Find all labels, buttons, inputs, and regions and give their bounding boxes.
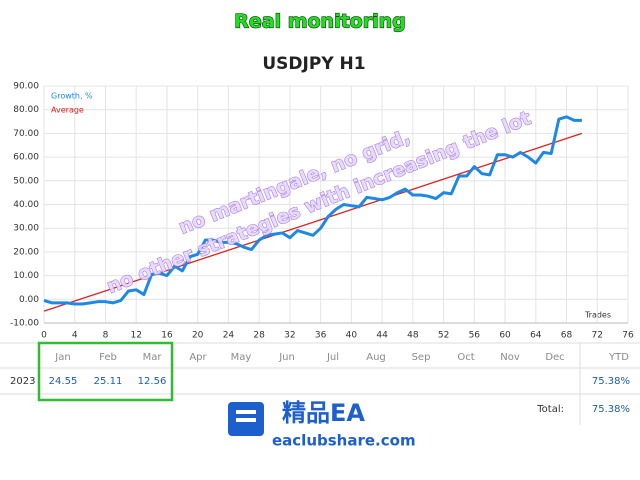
x-tick-label: 0 xyxy=(41,331,47,341)
x-tick-label: 52 xyxy=(438,331,449,341)
month-header: Apr xyxy=(189,352,207,363)
y-tick-label: 20.00 xyxy=(13,247,39,257)
month-header: May xyxy=(231,352,252,363)
y-tick-label: -10.00 xyxy=(10,319,39,329)
table: Jan Feb Mar Apr May Jun Jul Aug Sep Oct Nov Dec YTD 2… xyxy=(10,352,630,415)
y-tick-label: 80.00 xyxy=(13,105,39,115)
month-header: Mar xyxy=(143,352,163,363)
y-tick-label: 50.00 xyxy=(13,176,39,186)
logo-icon-line xyxy=(236,410,256,414)
month-header: Dec xyxy=(545,352,564,363)
y-tick-label: 90.00 xyxy=(13,82,39,92)
series-line xyxy=(43,115,582,306)
month-header: Jul xyxy=(326,352,339,363)
month-header: Oct xyxy=(457,352,474,363)
x-tick-label: 72 xyxy=(592,331,603,341)
y-tick-label: 70.00 xyxy=(13,129,39,139)
logo: 精品EA eaclubshare.com xyxy=(228,399,416,450)
y-tick-label: 0.00 xyxy=(19,295,39,305)
month-header: Aug xyxy=(366,352,386,363)
banner: Real monitoring xyxy=(234,11,406,33)
x-tick-label: 64 xyxy=(530,331,542,341)
month-header: Feb xyxy=(99,352,117,363)
month-header: Jun xyxy=(278,352,295,363)
logo-icon-line xyxy=(236,418,256,422)
x-tick-label: 68 xyxy=(561,331,573,341)
y-tick-label: 40.00 xyxy=(13,200,39,210)
month-value: 25.11 xyxy=(94,376,123,387)
year-label: 2023 xyxy=(10,376,35,387)
y-tick-label: 10.00 xyxy=(13,271,39,281)
month-header: Jan xyxy=(54,352,70,363)
highlight-box xyxy=(37,341,174,402)
series-line xyxy=(43,132,583,312)
x-tick-label: 20 xyxy=(192,331,204,341)
legend-label: Average xyxy=(51,106,84,115)
total-label: Total: xyxy=(536,404,564,415)
x-tick-label: 36 xyxy=(315,331,327,341)
x-tick-label: 12 xyxy=(130,331,141,341)
total-value: 75.38% xyxy=(592,404,630,415)
month-header: YTD xyxy=(608,352,629,363)
x-tick-label: 4 xyxy=(72,331,78,341)
watermark-line: no other strategies with increasing the … xyxy=(104,107,534,298)
x-tick-label: 32 xyxy=(284,331,295,341)
watermark: no martingale, no grid, no other strateg… xyxy=(103,107,534,299)
x-tick-label: 48 xyxy=(407,331,419,341)
x-tick-label: 28 xyxy=(253,331,265,341)
x-tick-label: 44 xyxy=(376,331,388,341)
logo-site: eaclubshare.com xyxy=(272,432,416,450)
month-header: Sep xyxy=(412,352,431,363)
plot: -10.00 0.00 10.00 20.00 30.00 40.00 50.00 60.00… xyxy=(10,82,634,341)
month-value: 24.55 xyxy=(49,376,78,387)
chart-title: USDJPY H1 xyxy=(262,54,365,74)
legend-label: Growth, % xyxy=(51,92,93,101)
x-tick-label: 8 xyxy=(103,331,109,341)
x-tick-label: 40 xyxy=(346,331,358,341)
x-tick-label: 60 xyxy=(499,331,511,341)
month-header: Nov xyxy=(500,352,520,363)
x-tick-label: 16 xyxy=(161,331,173,341)
y-tick-label: 60.00 xyxy=(13,153,39,163)
x-tick-label: 24 xyxy=(223,331,235,341)
x-tick-label: 56 xyxy=(469,331,481,341)
month-value: 12.56 xyxy=(138,376,167,387)
month-value: 75.38% xyxy=(592,376,630,387)
logo-name: 精品EA xyxy=(282,399,365,427)
x-tick-label: 76 xyxy=(622,331,634,341)
y-tick-label: 30.00 xyxy=(13,224,39,234)
